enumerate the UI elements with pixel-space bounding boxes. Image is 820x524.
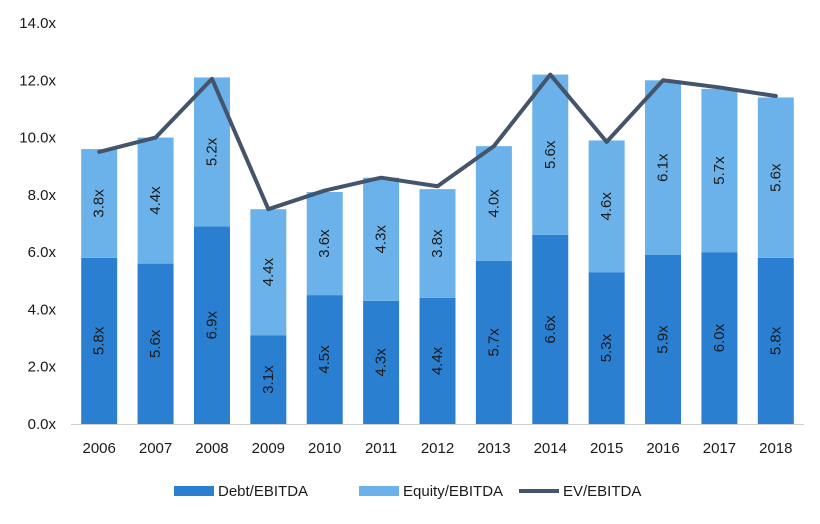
- x-tick-label: 2017: [703, 440, 736, 457]
- debt-bar: [645, 255, 682, 424]
- ev-ebitda-line: [97, 72, 778, 212]
- x-tick-label: 2012: [421, 440, 454, 457]
- x-tick-label: 2010: [308, 440, 341, 457]
- equity-bar: [81, 149, 118, 258]
- debt-bar: [588, 272, 625, 424]
- debt-bar: [306, 295, 343, 424]
- legend-debt-swatch: [174, 486, 214, 496]
- debt-bar: [532, 234, 569, 424]
- equity-bar: [532, 74, 569, 235]
- equity-data-label: 3.8x: [429, 229, 446, 258]
- equity-bar: [250, 209, 287, 336]
- debt-data-label: 5.6x: [147, 329, 164, 358]
- equity-data-label: 5.6x: [542, 140, 559, 169]
- debt-bar: [363, 300, 400, 424]
- y-tick-label: 8.0x: [28, 187, 57, 204]
- x-tick-label: 2014: [534, 440, 567, 457]
- debt-bar: [250, 335, 287, 424]
- equity-bar: [363, 177, 400, 301]
- legend-debt-label: Debt/EBITDA: [218, 483, 308, 500]
- debt-data-label: 4.3x: [373, 348, 390, 377]
- bar-labels: 5.8x 3.8x 5.6x 4.4x 6.9x 5.2x 3.1x 4.4x 4.5x 3.6x…: [91, 137, 785, 394]
- equity-bar: [137, 137, 174, 264]
- debt-data-label: 5.9x: [655, 325, 672, 354]
- equity-data-label: 5.7x: [711, 156, 728, 185]
- debt-data-label: 4.5x: [316, 345, 333, 374]
- debt-bar: [81, 257, 118, 424]
- legend-equity-label: Equity/EBITDA: [403, 483, 503, 500]
- x-tick-label: 2011: [365, 440, 397, 457]
- x-tick-label: 2016: [646, 440, 679, 457]
- bars: [81, 74, 794, 424]
- y-axis: 0.0x 2.0x 4.0x 6.0x 8.0x 10.0x 12.0x 14.0x: [19, 15, 56, 433]
- equity-data-label: 4.3x: [373, 225, 390, 254]
- debt-bar: [475, 260, 512, 424]
- debt-data-label: 6.9x: [203, 311, 220, 340]
- debt-bar: [757, 257, 794, 424]
- debt-bar: [193, 226, 230, 424]
- legend: Debt/EBITDA Equity/EBITDA EV/EBITDA: [174, 483, 641, 500]
- x-tick-label: 2013: [477, 440, 510, 457]
- y-tick-label: 6.0x: [28, 244, 57, 261]
- debt-data-label: 4.4x: [429, 346, 446, 375]
- equity-bar: [419, 189, 456, 298]
- x-tick-label: 2006: [83, 440, 116, 457]
- y-tick-label: 4.0x: [28, 301, 57, 318]
- y-tick-label: 10.0x: [19, 130, 56, 147]
- y-tick-label: 14.0x: [19, 15, 56, 32]
- equity-data-label: 5.2x: [203, 137, 220, 166]
- equity-data-label: 3.6x: [316, 229, 333, 258]
- debt-bar: [701, 252, 738, 424]
- equity-data-label: 4.6x: [598, 192, 615, 221]
- equity-data-label: 6.1x: [655, 153, 672, 182]
- equity-data-label: 3.8x: [91, 189, 108, 218]
- x-axis: 2006 2007 2008 2009 2010 2011 2012 2013 2014 2015…: [71, 424, 804, 457]
- equity-bar: [588, 140, 625, 273]
- x-tick-label: 2015: [590, 440, 623, 457]
- debt-data-label: 5.3x: [598, 333, 615, 362]
- debt-data-label: 5.7x: [485, 328, 502, 357]
- equity-bar: [645, 80, 682, 256]
- y-tick-label: 12.0x: [19, 72, 56, 89]
- equity-data-label: 4.0x: [485, 189, 502, 218]
- x-tick-label: 2009: [252, 440, 285, 457]
- debt-bar: [419, 297, 456, 424]
- debt-data-label: 3.1x: [260, 365, 277, 394]
- x-tick-label: 2007: [139, 440, 172, 457]
- equity-bar: [475, 146, 512, 261]
- y-tick-label: 2.0x: [28, 359, 57, 376]
- x-tick-label: 2018: [759, 440, 792, 457]
- debt-data-label: 5.8x: [767, 326, 784, 355]
- equity-data-label: 4.4x: [147, 186, 164, 215]
- x-tick-label: 2008: [195, 440, 228, 457]
- debt-data-label: 6.6x: [542, 315, 559, 344]
- equity-data-label: 4.4x: [260, 258, 277, 287]
- equity-data-label: 5.6x: [767, 163, 784, 192]
- legend-ev-label: EV/EBITDA: [563, 483, 641, 500]
- equity-bar: [757, 97, 794, 258]
- debt-data-label: 5.8x: [91, 326, 108, 355]
- legend-equity-swatch: [359, 486, 399, 496]
- y-tick-label: 0.0x: [28, 416, 57, 433]
- line-layer: [97, 72, 778, 212]
- equity-bar: [306, 191, 343, 296]
- equity-bar: [701, 88, 738, 253]
- debt-bar: [137, 263, 174, 424]
- debt-data-label: 6.0x: [711, 323, 728, 352]
